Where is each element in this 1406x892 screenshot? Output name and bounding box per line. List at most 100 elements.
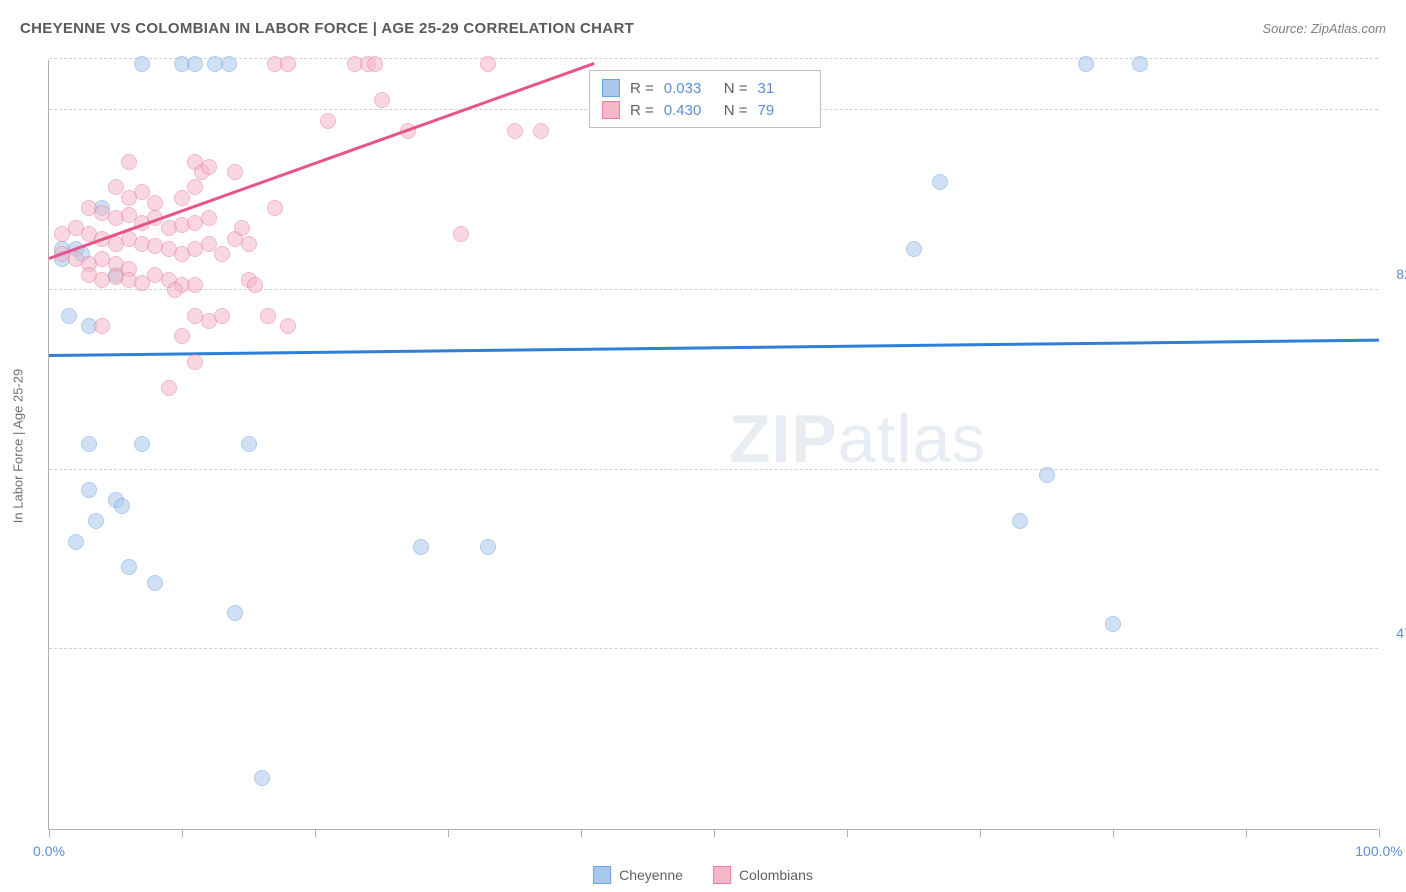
- x-tick: [1379, 829, 1380, 837]
- legend-item-colombians: Colombians: [713, 866, 813, 884]
- scatter-point-cheyenne: [906, 241, 922, 257]
- scatter-point-colombians: [247, 277, 263, 293]
- scatter-point-colombians: [187, 277, 203, 293]
- scatter-point-colombians: [234, 220, 250, 236]
- legend-swatch-colombians: [713, 866, 731, 884]
- scatter-point-cheyenne: [81, 482, 97, 498]
- scatter-point-colombians: [121, 154, 137, 170]
- scatter-point-cheyenne: [413, 539, 429, 555]
- scatter-point-colombians: [320, 113, 336, 129]
- scatter-point-cheyenne: [932, 174, 948, 190]
- x-tick: [1246, 829, 1247, 837]
- x-tick: [581, 829, 582, 837]
- stats-swatch-colombians: [602, 101, 620, 119]
- scatter-point-colombians: [480, 56, 496, 72]
- scatter-point-colombians: [167, 282, 183, 298]
- x-tick-label: 100.0%: [1355, 843, 1402, 859]
- watermark: ZIPatlas: [729, 400, 986, 478]
- scatter-point-cheyenne: [68, 534, 84, 550]
- scatter-point-colombians: [374, 92, 390, 108]
- y-tick-label: 47.5%: [1396, 625, 1406, 641]
- scatter-point-colombians: [214, 308, 230, 324]
- x-tick: [1113, 829, 1114, 837]
- chart-title: CHEYENNE VS COLOMBIAN IN LABOR FORCE | A…: [20, 20, 634, 37]
- scatter-point-cheyenne: [1132, 56, 1148, 72]
- x-tick: [182, 829, 183, 837]
- x-tick: [448, 829, 449, 837]
- scatter-point-colombians: [214, 246, 230, 262]
- x-tick: [49, 829, 50, 837]
- legend-item-cheyenne: Cheyenne: [593, 866, 683, 884]
- scatter-point-cheyenne: [241, 436, 257, 452]
- scatter-point-colombians: [174, 190, 190, 206]
- gridline: [49, 58, 1378, 59]
- scatter-point-cheyenne: [114, 498, 130, 514]
- scatter-point-colombians: [507, 123, 523, 139]
- watermark-bold: ZIP: [729, 401, 838, 477]
- scatter-point-colombians: [174, 328, 190, 344]
- scatter-point-colombians: [227, 164, 243, 180]
- scatter-point-cheyenne: [61, 308, 77, 324]
- scatter-point-cheyenne: [480, 539, 496, 555]
- scatter-point-colombians: [367, 56, 383, 72]
- scatter-point-colombians: [121, 190, 137, 206]
- stats-n-label: N =: [724, 102, 748, 119]
- scatter-point-cheyenne: [254, 770, 270, 786]
- scatter-point-cheyenne: [134, 436, 150, 452]
- scatter-point-colombians: [280, 318, 296, 334]
- legend-label: Colombians: [739, 867, 813, 883]
- scatter-point-cheyenne: [1012, 513, 1028, 529]
- y-tick-label: 82.5%: [1396, 266, 1406, 282]
- legend-swatch-cheyenne: [593, 866, 611, 884]
- scatter-point-colombians: [147, 195, 163, 211]
- x-tick-label: 0.0%: [33, 843, 65, 859]
- scatter-point-cheyenne: [1078, 56, 1094, 72]
- scatter-point-cheyenne: [1105, 616, 1121, 632]
- scatter-point-colombians: [533, 123, 549, 139]
- scatter-point-cheyenne: [121, 559, 137, 575]
- stats-row-colombians: R = 0.430 N = 79: [602, 99, 808, 121]
- scatter-point-colombians: [187, 354, 203, 370]
- scatter-point-cheyenne: [221, 56, 237, 72]
- stats-row-cheyenne: R = 0.033 N = 31: [602, 77, 808, 99]
- stats-r-label: R =: [630, 102, 654, 119]
- gridline: [49, 469, 1378, 470]
- scatter-point-cheyenne: [88, 513, 104, 529]
- scatter-point-cheyenne: [134, 56, 150, 72]
- source-label: Source: ZipAtlas.com: [1262, 21, 1386, 36]
- stats-r-label: R =: [630, 80, 654, 97]
- scatter-point-colombians: [187, 179, 203, 195]
- x-tick: [315, 829, 316, 837]
- scatter-point-cheyenne: [147, 575, 163, 591]
- watermark-light: atlas: [838, 401, 987, 477]
- scatter-point-colombians: [267, 200, 283, 216]
- scatter-point-colombians: [241, 236, 257, 252]
- stats-swatch-cheyenne: [602, 79, 620, 97]
- scatter-point-colombians: [201, 210, 217, 226]
- scatter-point-colombians: [280, 56, 296, 72]
- y-axis-label: In Labor Force | Age 25-29: [11, 369, 26, 523]
- trend-line-cheyenne: [49, 339, 1379, 357]
- x-tick: [714, 829, 715, 837]
- stats-n-value: 79: [758, 102, 808, 119]
- stats-r-value: 0.033: [664, 80, 714, 97]
- scatter-point-cheyenne: [187, 56, 203, 72]
- scatter-point-cheyenne: [227, 605, 243, 621]
- scatter-point-cheyenne: [1039, 467, 1055, 483]
- stats-n-value: 31: [758, 80, 808, 97]
- stats-r-value: 0.430: [664, 102, 714, 119]
- scatter-point-colombians: [453, 226, 469, 242]
- scatter-point-colombians: [260, 308, 276, 324]
- gridline: [49, 648, 1378, 649]
- bottom-legend: Cheyenne Colombians: [593, 866, 813, 884]
- scatter-point-colombians: [161, 380, 177, 396]
- plot-area: ZIPatlas 47.5%82.5%0.0%100.0%R =0.033N =…: [48, 60, 1378, 830]
- stats-n-label: N =: [724, 80, 748, 97]
- x-tick: [847, 829, 848, 837]
- scatter-point-cheyenne: [81, 436, 97, 452]
- legend-label: Cheyenne: [619, 867, 683, 883]
- x-tick: [980, 829, 981, 837]
- stats-box: R = 0.033 N = 31 R = 0.430 N = 79: [589, 70, 821, 128]
- scatter-point-colombians: [94, 318, 110, 334]
- scatter-point-colombians: [201, 159, 217, 175]
